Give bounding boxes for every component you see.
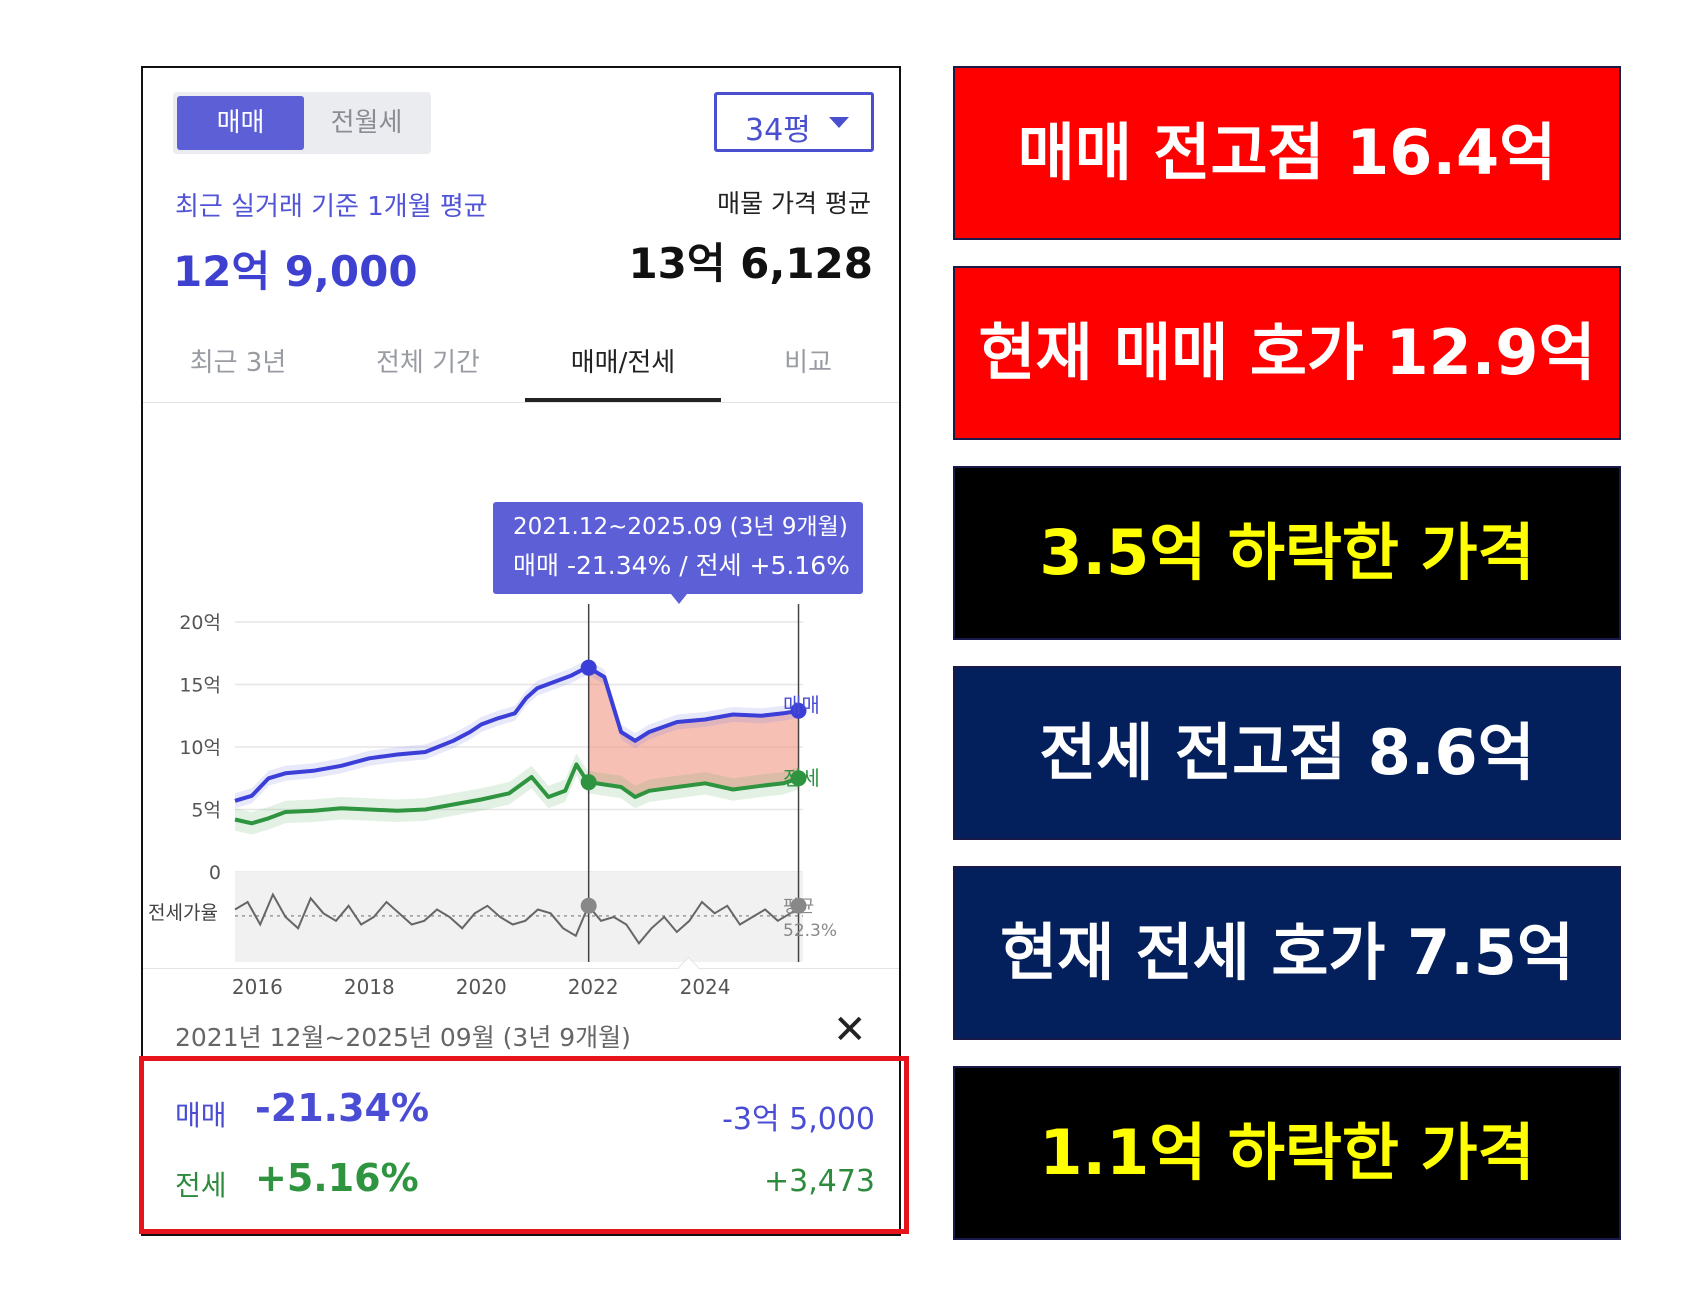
x-tick-label: 2016 <box>232 975 283 999</box>
sale-start-marker <box>580 659 597 676</box>
y-tick-label: 20억 <box>179 612 221 634</box>
price-chart: 20억 15억 10억 5억 0 2016 2018 2020 2022 2024 매매 전세 전… <box>148 502 863 999</box>
listing-avg-value: 13억 6,128 <box>628 239 873 288</box>
jeonse-range-band <box>235 753 799 835</box>
badge-current-jeonse-ask: 현재 전세 호가 7.5억 <box>953 866 1621 1040</box>
price-chart-panel: 매매 전월세 34평 최근 실거래 기준 1개월 평균 12억 9,000 매물… <box>139 66 909 1236</box>
recent-avg-label: 최근 실거래 기준 1개월 평균 <box>175 192 488 222</box>
jeonse-end-marker <box>790 770 807 787</box>
listing-avg-label: 매물 가격 평균 <box>717 189 871 218</box>
size-select[interactable]: 34평 <box>714 92 874 152</box>
detail-period: 2021년 12월~2025년 09월 (3년 9개월) <box>175 1023 631 1052</box>
highlight-area <box>588 667 799 797</box>
jeonse-change-row: 전세 +5.16% +3,473 <box>175 1156 875 1206</box>
sale-change-pct: -21.34% <box>255 1086 430 1130</box>
jeonse-line <box>234 762 800 826</box>
detail-divider <box>143 968 899 969</box>
ratio-avg-label: 평균 <box>783 897 814 917</box>
sale-line <box>234 665 799 803</box>
sale-change-amount: -3억 5,000 <box>722 1102 875 1137</box>
badge-sale-drop: 3.5억 하락한 가격 <box>953 466 1621 640</box>
y-tick-label: 5억 <box>191 800 221 822</box>
x-tick-label: 2024 <box>680 975 731 999</box>
badge-sale-peak: 매매 전고점 16.4억 <box>953 66 1621 240</box>
jeonse-change-name: 전세 <box>175 1169 227 1202</box>
change-summary-box <box>139 1056 909 1234</box>
x-tick-label: 2020 <box>456 975 507 999</box>
badge-current-sale-ask: 현재 매매 호가 12.9억 <box>953 266 1621 440</box>
caret-down-icon <box>829 117 849 128</box>
badge-jeonse-drop: 1.1억 하락한 가격 <box>953 1066 1621 1240</box>
size-select-value: 34평 <box>745 113 811 148</box>
tab-recent-3y[interactable]: 최근 3년 <box>189 348 287 378</box>
jeonse-series-label: 전세 <box>783 766 820 790</box>
jeonse-change-amount: +3,473 <box>763 1164 875 1199</box>
chart-tooltip: 2021.12~2025.09 (3년 9개월) 매매 -21.34% / 전세… <box>493 502 863 604</box>
chart-tabs: 최근 3년 전체 기간 매매/전세 비교 <box>143 330 899 403</box>
ratio-start-marker <box>580 897 597 914</box>
tooltip-line-2: 매매 -21.34% / 전세 +5.16% <box>513 551 850 580</box>
active-tab-indicator <box>525 398 721 402</box>
tab-sale-jeonse[interactable]: 매매/전세 <box>570 348 676 378</box>
y-tick-label: 15억 <box>179 675 221 697</box>
tab-compare[interactable]: 비교 <box>784 348 832 378</box>
sale-end-marker <box>790 702 807 719</box>
toggle-rent[interactable]: 전월세 <box>330 108 403 138</box>
badge-jeonse-peak: 전세 전고점 8.6억 <box>953 666 1621 840</box>
ratio-band-background <box>235 872 803 962</box>
recent-avg-value: 12억 9,000 <box>173 247 418 296</box>
ratio-avg-value: 52.3% <box>783 921 837 941</box>
tooltip-pointer <box>671 594 687 604</box>
jeonse-change-pct: +5.16% <box>255 1156 419 1200</box>
ratio-label: 전세가율 <box>148 902 218 924</box>
sale-series-label: 매매 <box>783 693 820 717</box>
sale-change-row: 매매 -21.34% -3억 5,000 <box>175 1086 875 1137</box>
trade-type-toggle: 매매 전월세 <box>173 92 431 154</box>
x-tick-label: 2018 <box>344 975 395 999</box>
x-tick-label: 2022 <box>568 975 619 999</box>
y-tick-label: 0 <box>209 862 221 884</box>
toggle-sale[interactable]: 매매 <box>177 96 304 150</box>
ratio-line <box>234 892 804 945</box>
tooltip-line-1: 2021.12~2025.09 (3년 9개월) <box>513 514 848 540</box>
y-tick-label: 10억 <box>179 737 221 759</box>
tooltip-box <box>493 502 863 594</box>
ratio-end-marker <box>790 897 807 914</box>
sale-change-name: 매매 <box>175 1099 227 1132</box>
close-icon[interactable]: ✕ <box>833 1007 867 1053</box>
jeonse-start-marker <box>580 774 597 791</box>
tab-all-period[interactable]: 전체 기간 <box>376 348 480 378</box>
